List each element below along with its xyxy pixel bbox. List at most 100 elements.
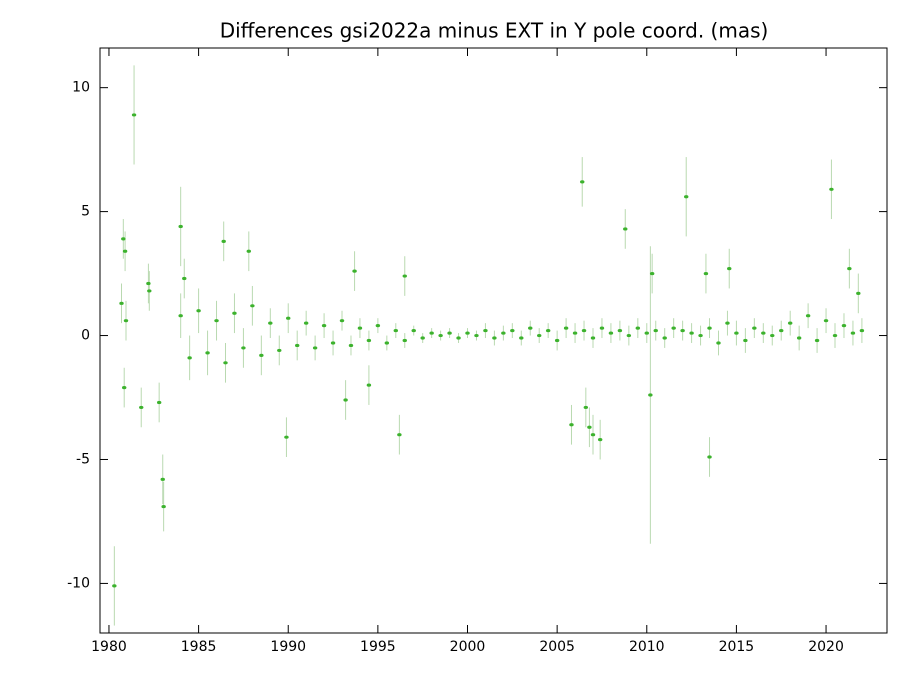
point [196,309,201,313]
point [474,333,479,338]
point [528,326,533,330]
point [321,324,327,328]
point [182,276,187,281]
point [483,328,488,333]
chart-title: Differences gsi2022a minus EXT in Y pole… [220,19,769,43]
point [519,336,524,340]
point [268,321,273,325]
x-tick-label: 1980 [91,639,127,655]
point [312,346,318,350]
point [590,433,596,437]
point [123,319,129,323]
point [294,343,300,348]
point [537,333,542,338]
point [727,267,732,271]
x-tick-label: 1995 [360,639,396,655]
point [139,405,144,410]
point [734,331,739,335]
point [246,249,251,253]
point [581,328,587,333]
point [689,331,694,335]
point [384,341,390,345]
point [357,326,363,330]
x-tick-label: 1990 [270,639,306,655]
point [856,291,861,296]
point [779,328,784,333]
point [832,333,838,338]
point [554,338,560,343]
point [707,326,712,330]
point [698,333,703,338]
x-tick-label: 2015 [719,639,755,655]
point [160,477,165,481]
point [178,314,183,318]
point [587,425,592,429]
plot-frame [99,47,888,634]
point [671,326,676,330]
point [397,433,402,437]
point [366,338,372,343]
point [580,180,585,184]
point [545,328,551,333]
point [221,239,226,243]
point [770,333,775,338]
point [112,584,117,588]
point [411,328,416,333]
x-tick-label: 2000 [450,639,486,655]
point [122,249,128,253]
point [156,400,162,405]
point [277,348,282,353]
point [286,316,291,320]
point [205,351,210,355]
point [572,331,578,335]
point [121,237,126,241]
point [161,504,166,509]
point [814,338,820,343]
point [703,271,709,276]
point [146,281,151,286]
point [644,331,649,335]
point [131,113,137,117]
point [648,393,653,397]
point [752,326,757,330]
x-tick-label: 2020 [808,639,844,655]
point [259,353,264,357]
point [626,333,632,338]
point [465,331,470,335]
point [420,336,425,340]
point [147,289,152,293]
point [590,336,596,340]
point [402,274,407,278]
point [178,224,183,229]
point [563,326,569,330]
point [510,328,515,333]
point [352,269,357,273]
x-tick-label: 2005 [539,639,575,655]
point [438,333,443,338]
point [829,187,834,191]
point [339,319,345,323]
point [187,356,192,360]
point [241,346,246,350]
point [608,331,614,335]
point [348,343,354,348]
point [492,336,497,340]
point [583,405,589,410]
point [429,331,434,335]
y-tick-label: -5 [76,451,90,467]
point [122,385,127,390]
point [823,319,829,323]
point [841,324,847,328]
point [214,319,219,323]
point [303,321,309,325]
point [649,271,655,276]
point [787,321,793,325]
point [859,328,865,333]
point [725,321,730,325]
y-tick-label: 10 [72,80,90,96]
y-tick-label: 5 [81,204,90,220]
point [680,328,685,333]
point [223,361,228,365]
